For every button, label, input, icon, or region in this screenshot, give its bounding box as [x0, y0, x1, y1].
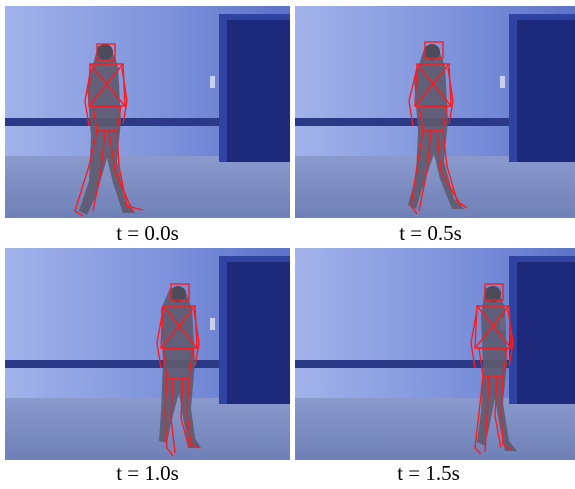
frame-4: [295, 248, 575, 460]
frame-2: [295, 6, 575, 218]
pose-skeleton: [74, 43, 144, 217]
frame-3-scene: [5, 248, 290, 460]
pose-skeleton: [156, 283, 200, 457]
floor: [5, 398, 290, 460]
floor: [5, 156, 290, 218]
frame-1: [5, 6, 290, 218]
door: [517, 20, 575, 162]
door: [517, 262, 575, 404]
light-switch: [500, 76, 505, 88]
frame-2-scene: [295, 6, 575, 218]
person: [159, 286, 201, 448]
light-switch: [210, 318, 215, 330]
frame-3: [5, 248, 290, 460]
frame-3-caption: t = 1.0s: [116, 461, 179, 485]
door: [227, 20, 290, 162]
door: [227, 262, 290, 404]
frame-1-caption: t = 0.0s: [116, 221, 179, 245]
frame-4-scene: [295, 248, 575, 460]
floor: [295, 398, 575, 460]
wall-rail: [5, 118, 290, 126]
person: [408, 44, 464, 209]
pose-skeleton: [408, 41, 468, 215]
frame-4-caption: t = 1.5s: [397, 461, 460, 485]
floor: [295, 156, 575, 218]
wall-rail: [5, 360, 290, 368]
wall-rail: [295, 360, 575, 368]
frame-1-scene: [5, 6, 290, 218]
light-switch: [210, 76, 215, 88]
pose-skeleton: [470, 283, 514, 455]
frame-2-caption: t = 0.5s: [399, 221, 462, 245]
